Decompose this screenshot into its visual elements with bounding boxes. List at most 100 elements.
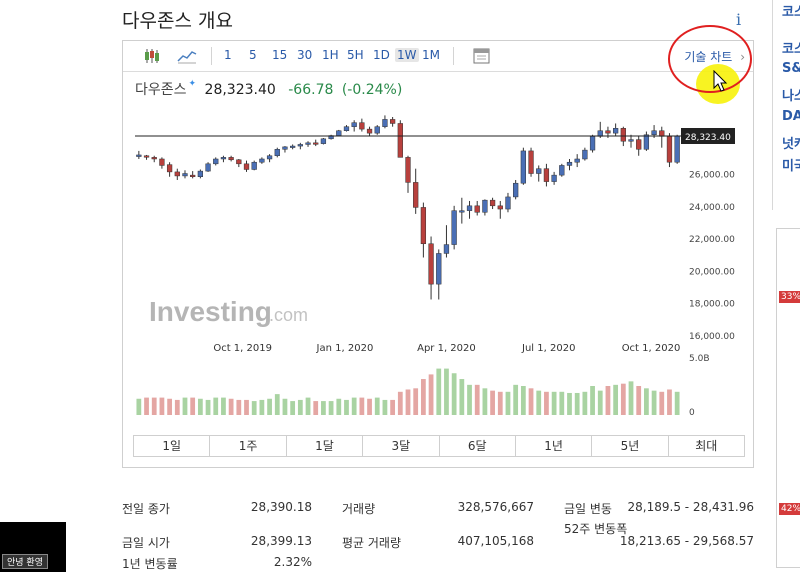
annotation-circle (668, 25, 752, 93)
candle-body (182, 173, 188, 177)
range-1m[interactable]: 1달 (287, 436, 364, 456)
candle-body (543, 168, 550, 182)
sidebar-index-link[interactable]: DA (782, 109, 800, 124)
info-icon[interactable]: i (736, 10, 742, 29)
interval-30[interactable]: 30 (297, 48, 313, 62)
candle-body (451, 210, 457, 245)
star-icon[interactable]: ✦ (188, 79, 197, 89)
candle-body (151, 157, 157, 160)
volume-bar (244, 399, 249, 415)
y-tick-label: 24,000.00 (689, 203, 735, 213)
volume-bar (651, 390, 657, 415)
current-price-label: 28,323.40 (685, 133, 731, 143)
volume-bar (136, 398, 142, 415)
volume-bar (297, 399, 303, 415)
volume-bar (290, 401, 296, 415)
volume-bar (282, 398, 288, 415)
volume-tick-label: 5.0B (689, 354, 710, 364)
volume-bar (344, 399, 349, 415)
range-max[interactable]: 최대 (695, 439, 718, 453)
sidebar-index-link[interactable]: 나스 (782, 89, 800, 104)
range-5y[interactable]: 5년 (592, 436, 669, 456)
interval-15[interactable]: 15 (272, 48, 288, 62)
price-chart[interactable]: Investing.com 26,000.00 24,000.00 22,000.00… (123, 41, 753, 431)
candle-body (620, 128, 626, 142)
interval-5h[interactable]: 5H (347, 48, 364, 62)
candle-body (282, 146, 288, 150)
line-chart-icon[interactable] (177, 47, 197, 65)
candle-body (674, 135, 680, 163)
ad-panel[interactable]: 33% 42% (776, 228, 800, 568)
interval-1m[interactable]: 1M (422, 48, 440, 62)
candle-body (159, 158, 165, 166)
volume-bar (182, 397, 188, 415)
volume-bar (213, 397, 219, 415)
interval-1[interactable]: 1 (224, 48, 232, 62)
volume-bar (405, 389, 411, 415)
quote-summary: 다우존스 ✦ 28,323.40 -66.78 (-0.24%) (135, 79, 402, 99)
x-tick-label: Oct 1, 2019 (213, 343, 272, 354)
candle-body (336, 130, 342, 136)
sidebar-index-link[interactable]: 미국 (782, 159, 800, 174)
range-6m[interactable]: 6달 (440, 436, 516, 456)
candle-body (359, 122, 365, 130)
volume-bar (420, 379, 426, 415)
sidebar-index-link[interactable]: 넛캐 (782, 137, 800, 152)
y-tick-label: 22,000.00 (689, 235, 735, 245)
candle-body (320, 138, 327, 144)
stat-value: 2.32% (273, 555, 312, 569)
discount-badge: 33% (779, 291, 800, 303)
candle-body (228, 157, 234, 161)
volume-bar (382, 399, 388, 415)
candlestick-icon[interactable] (143, 47, 161, 65)
candle-body (290, 145, 296, 148)
volume-bar (144, 397, 149, 415)
candle-body (643, 134, 650, 150)
interval-1d[interactable]: 1D (373, 48, 390, 62)
volume-bar (497, 391, 503, 415)
volume-bar (467, 384, 472, 415)
volume-bar (336, 398, 342, 415)
stat-label: 거래량 (342, 502, 376, 516)
sidebar-index-link[interactable]: 코스 (782, 42, 800, 57)
candle-body (213, 158, 219, 165)
investing-watermark: Investing (149, 296, 272, 327)
interval-1w[interactable]: 1W (395, 48, 419, 62)
candle-body (505, 196, 511, 210)
candle-body (366, 128, 373, 134)
interval-5[interactable]: 5 (249, 48, 257, 62)
chart-settings-icon[interactable] (473, 47, 491, 65)
volume-bar (359, 397, 365, 415)
sidebar-index-link[interactable]: S& (782, 61, 800, 76)
range-1d[interactable]: 1일 (134, 436, 211, 456)
current-price-tag (681, 127, 735, 144)
sidebar-index-link[interactable]: 코스 (782, 5, 800, 20)
candle-body (197, 170, 204, 177)
volume-bar (167, 398, 172, 415)
volume-bar (644, 388, 649, 415)
volume-bar (174, 399, 180, 415)
volume-bar (221, 397, 226, 415)
volume-bar (321, 401, 326, 415)
volume-bar (513, 384, 519, 415)
candle-body (220, 157, 227, 160)
interval-1h[interactable]: 1H (322, 48, 339, 62)
range-1w[interactable]: 1주 (210, 436, 287, 456)
range-3m[interactable]: 3달 (363, 436, 440, 456)
range-1y[interactable]: 1년 (516, 436, 593, 456)
candle-body (628, 139, 634, 142)
volume-bar (597, 390, 603, 415)
candle-body (520, 150, 526, 184)
volume-bar (313, 401, 319, 415)
volume-bar (367, 398, 372, 415)
chart-widget: 1 5 15 30 1H 5H 1D 1W 1M 기술 차트 › 다우존스 ✦ 2… (122, 40, 754, 468)
candle-body (205, 163, 211, 172)
volume-bar (613, 384, 619, 415)
candle-body (605, 130, 611, 134)
candle-body (428, 243, 434, 285)
stat-label: 금일 시가 (122, 536, 170, 550)
stat-label: 52주 변동폭 (564, 522, 628, 536)
overlay-button[interactable]: 안녕 환영 (2, 554, 48, 569)
volume-bar (659, 391, 665, 415)
volume-bar (505, 391, 511, 415)
